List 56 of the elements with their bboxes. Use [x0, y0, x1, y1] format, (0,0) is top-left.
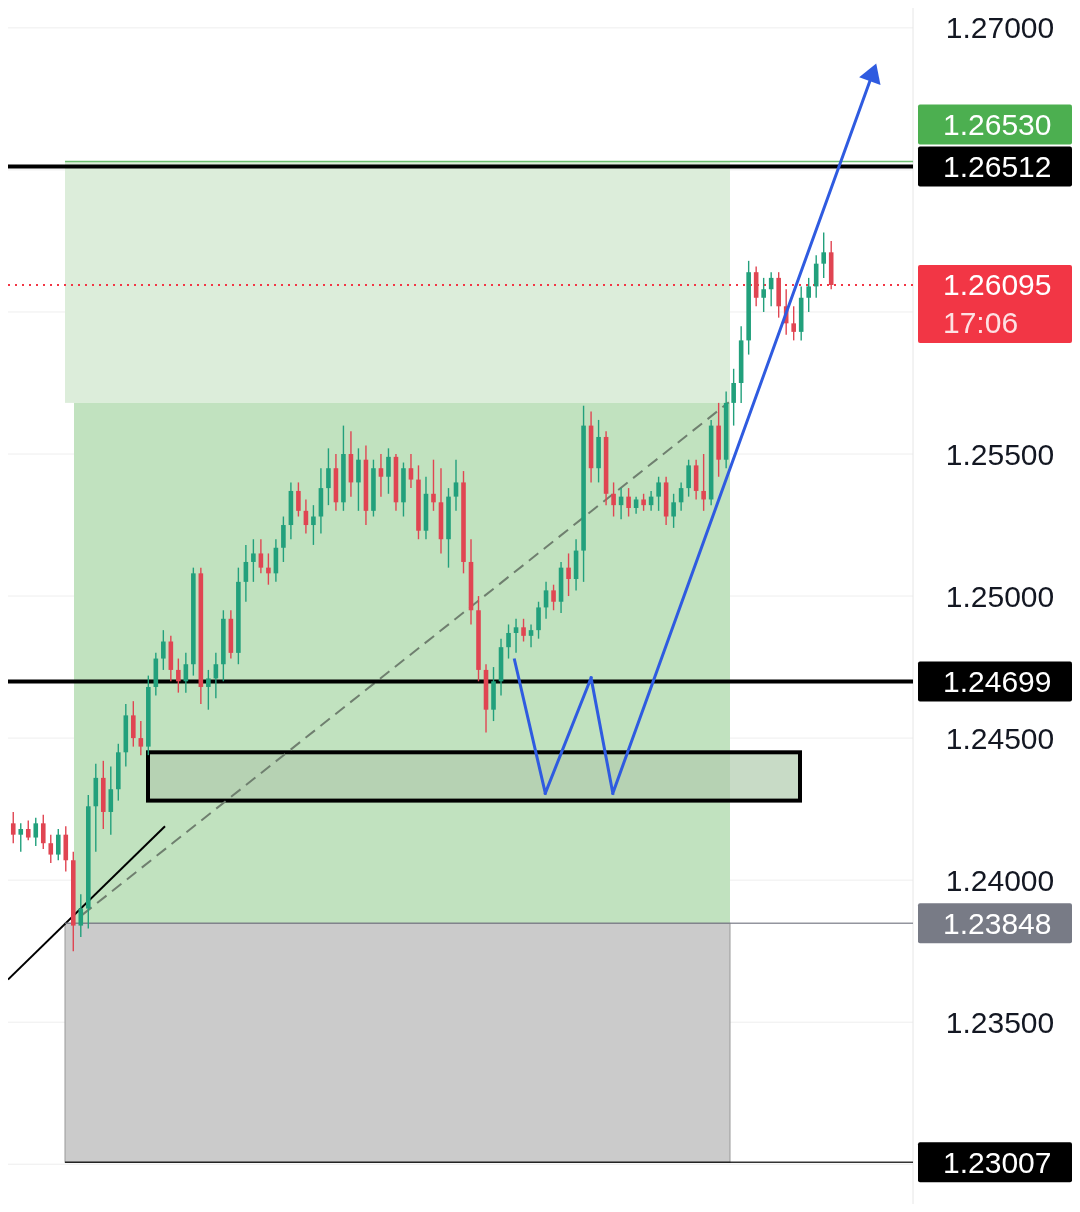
- ref-line-label: 1.26512: [943, 150, 1052, 184]
- ref-line-label: 1.26530: [943, 108, 1052, 142]
- candlestick: [656, 476, 661, 512]
- candlestick: [138, 720, 144, 756]
- candlestick: [431, 459, 436, 512]
- candlestick: [326, 447, 331, 506]
- candlestick: [551, 583, 556, 611]
- candlestick: [506, 623, 511, 660]
- candlestick: [378, 453, 384, 498]
- candlestick: [701, 453, 706, 512]
- y-tick-label: 1.23500: [945, 1005, 1055, 1039]
- candlestick: [408, 453, 414, 489]
- candlestick: [806, 277, 811, 313]
- y-tick-label: 1.25000: [945, 579, 1055, 613]
- candlestick: [25, 819, 31, 842]
- candlestick: [161, 629, 166, 671]
- candlestick: [821, 231, 826, 279]
- candlestick: [296, 481, 301, 518]
- candlestick: [686, 459, 691, 498]
- y-tick-label: 1.24500: [945, 721, 1055, 755]
- candlestick: [33, 816, 39, 847]
- candlestick: [311, 504, 316, 546]
- candlestick: [386, 447, 391, 495]
- candlestick: [251, 538, 256, 583]
- y-tick-label: 1.25500: [945, 437, 1055, 471]
- candlestick: [731, 368, 736, 427]
- candlestick: [40, 814, 46, 850]
- candlestick: [513, 618, 519, 654]
- candlestick: [791, 305, 796, 342]
- y-tick-label: 1.24000: [945, 863, 1055, 897]
- candlestick: [566, 552, 571, 597]
- candlestick: [281, 515, 286, 563]
- candlestick: [611, 481, 616, 518]
- candlestick: [521, 618, 526, 643]
- candlestick: [78, 893, 84, 938]
- ref-line-label: 1.24699: [943, 665, 1052, 699]
- ref-line-label: 1.23007: [943, 1145, 1052, 1179]
- candlestick: [55, 828, 61, 861]
- candlestick: [10, 811, 16, 844]
- candlestick: [258, 538, 264, 575]
- candlestick: [48, 833, 54, 864]
- candlestick: [761, 277, 766, 313]
- candlestick: [131, 700, 136, 748]
- candlestick: [626, 487, 631, 518]
- y-tick-label: 1.27000: [945, 11, 1055, 45]
- candlestick: [671, 493, 676, 529]
- candlestick: [453, 459, 459, 512]
- candlestick: [356, 447, 361, 512]
- candlestick: [206, 669, 211, 711]
- candlestick: [536, 601, 541, 640]
- candlestick: [176, 657, 181, 694]
- candlestick: [18, 822, 24, 853]
- candlestick: [528, 623, 534, 648]
- candlestick: [266, 552, 271, 586]
- ref-line-label: 1.26095 17:06: [943, 268, 1052, 340]
- ref-line-label: 1.23848: [943, 906, 1052, 940]
